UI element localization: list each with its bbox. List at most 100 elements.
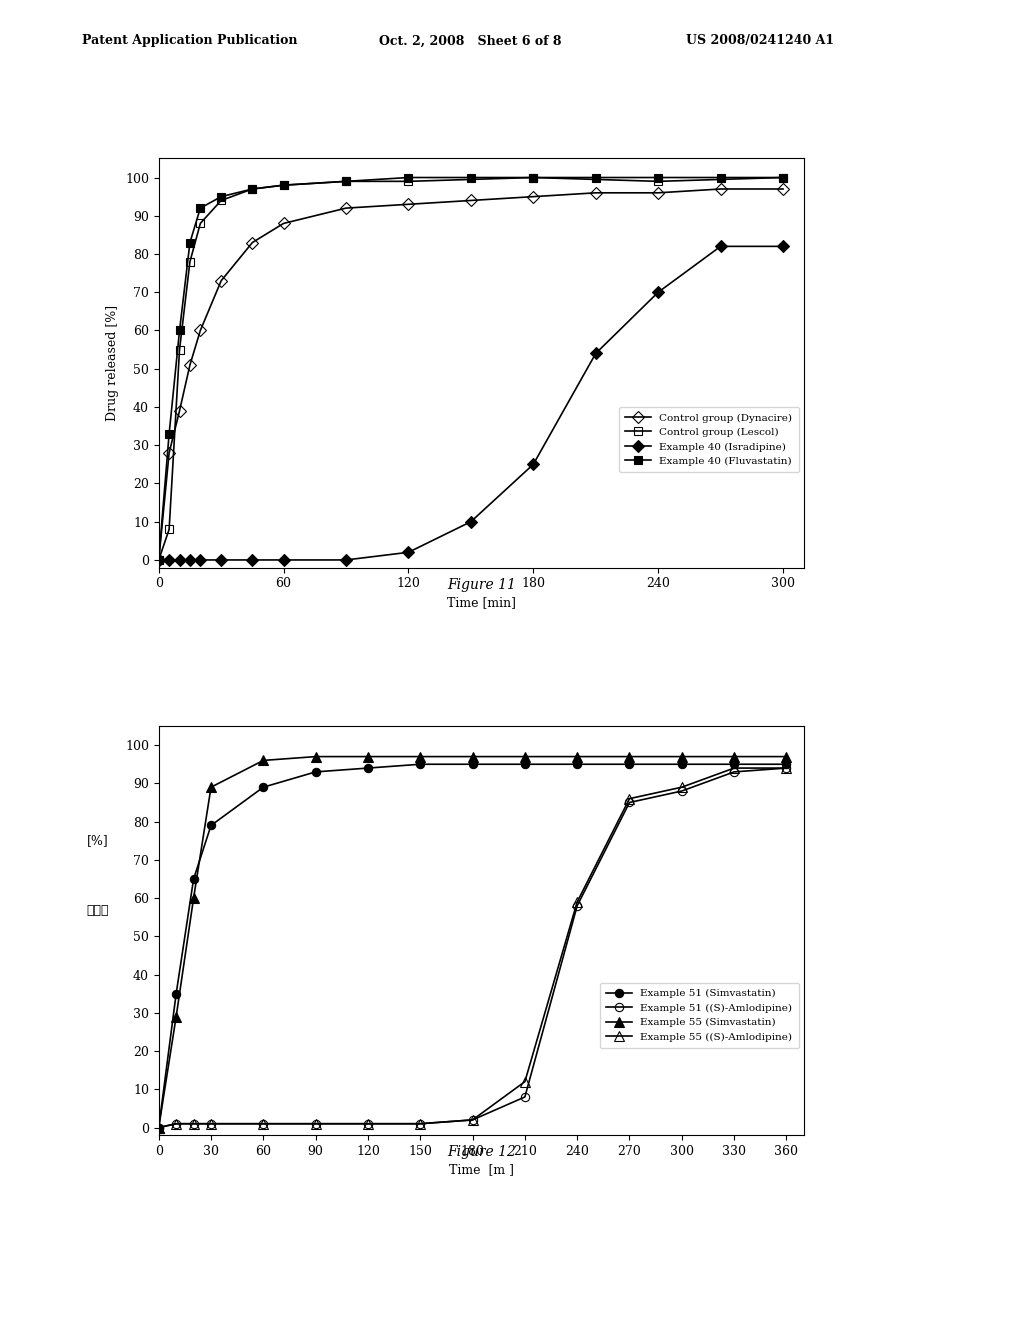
Line: Example 55 (Simvastatin): Example 55 (Simvastatin) <box>154 751 792 1133</box>
Example 51 ((S)-Amlodipine) <box>466 1111 478 1127</box>
Example 51 (Simvastatin) <box>571 756 584 772</box>
Example 55 ((S)-Amlodipine) <box>728 760 740 776</box>
Control group (Dynacire) <box>173 403 185 418</box>
Line: Example 40 (Isradipine): Example 40 (Isradipine) <box>155 242 787 564</box>
Example 51 ((S)-Amlodipine) <box>187 1115 200 1131</box>
Example 40 (Fluvastatin) <box>652 169 665 185</box>
Example 40 (Isradipine) <box>590 346 602 362</box>
Example 55 ((S)-Amlodipine) <box>624 791 636 807</box>
Example 55 (Simvastatin) <box>309 748 322 764</box>
Example 51 (Simvastatin) <box>309 764 322 780</box>
Example 51 ((S)-Amlodipine) <box>624 795 636 810</box>
Text: Oct. 2, 2008   Sheet 6 of 8: Oct. 2, 2008 Sheet 6 of 8 <box>379 34 561 48</box>
Control group (Lescol) <box>402 173 415 189</box>
Control group (Dynacire) <box>163 445 175 461</box>
Example 40 (Fluvastatin) <box>340 173 352 189</box>
Control group (Dynacire) <box>527 189 540 205</box>
Example 55 (Simvastatin) <box>466 748 478 764</box>
Example 51 (Simvastatin) <box>466 756 478 772</box>
Example 51 (Simvastatin) <box>153 1119 165 1135</box>
Example 40 (Fluvastatin) <box>527 169 540 185</box>
Example 55 ((S)-Amlodipine) <box>519 1073 531 1089</box>
Example 55 (Simvastatin) <box>519 748 531 764</box>
Example 40 (Fluvastatin) <box>215 189 227 205</box>
Line: Example 51 (Simvastatin): Example 51 (Simvastatin) <box>155 760 791 1131</box>
Example 51 ((S)-Amlodipine) <box>170 1115 182 1131</box>
Example 40 (Fluvastatin) <box>163 426 175 442</box>
Example 40 (Fluvastatin) <box>153 552 165 568</box>
Example 40 (Isradipine) <box>402 544 415 560</box>
Legend: Example 51 (Simvastatin), Example 51 ((S)-Amlodipine), Example 55 (Simvastatin),: Example 51 (Simvastatin), Example 51 ((S… <box>600 983 799 1048</box>
Control group (Dynacire) <box>278 215 290 231</box>
Line: Example 55 ((S)-Amlodipine): Example 55 ((S)-Amlodipine) <box>154 763 792 1133</box>
Control group (Lescol) <box>173 342 185 358</box>
Example 40 (Fluvastatin) <box>246 181 258 197</box>
Example 40 (Fluvastatin) <box>465 169 477 185</box>
Control group (Dynacire) <box>215 273 227 289</box>
Example 55 ((S)-Amlodipine) <box>361 1115 374 1131</box>
Example 51 ((S)-Amlodipine) <box>571 898 584 913</box>
Control group (Lescol) <box>340 173 352 189</box>
Example 40 (Isradipine) <box>527 457 540 473</box>
Example 51 (Simvastatin) <box>728 756 740 772</box>
Text: US 2008/0241240 A1: US 2008/0241240 A1 <box>686 34 835 48</box>
Example 51 ((S)-Amlodipine) <box>519 1089 531 1105</box>
Control group (Lescol) <box>652 173 665 189</box>
Example 51 ((S)-Amlodipine) <box>361 1115 374 1131</box>
Text: Figure 12: Figure 12 <box>446 1146 516 1159</box>
Example 51 (Simvastatin) <box>205 817 217 833</box>
Example 55 ((S)-Amlodipine) <box>187 1115 200 1131</box>
Control group (Lescol) <box>527 169 540 185</box>
Example 55 (Simvastatin) <box>676 748 688 764</box>
Example 51 (Simvastatin) <box>676 756 688 772</box>
Example 51 ((S)-Amlodipine) <box>205 1115 217 1131</box>
Example 51 (Simvastatin) <box>170 986 182 1002</box>
Example 51 (Simvastatin) <box>519 756 531 772</box>
Example 51 (Simvastatin) <box>361 760 374 776</box>
Example 51 ((S)-Amlodipine) <box>257 1115 269 1131</box>
Control group (Dynacire) <box>715 181 727 197</box>
Example 40 (Isradipine) <box>340 552 352 568</box>
Example 40 (Isradipine) <box>465 513 477 529</box>
Text: Patent Application Publication: Patent Application Publication <box>82 34 297 48</box>
Example 51 ((S)-Amlodipine) <box>309 1115 322 1131</box>
Example 40 (Fluvastatin) <box>715 169 727 185</box>
Example 51 ((S)-Amlodipine) <box>780 760 793 776</box>
Example 40 (Fluvastatin) <box>402 169 415 185</box>
Example 55 (Simvastatin) <box>257 752 269 768</box>
Example 55 (Simvastatin) <box>205 779 217 795</box>
Example 55 (Simvastatin) <box>170 1008 182 1024</box>
Control group (Dynacire) <box>183 356 196 372</box>
Example 55 ((S)-Amlodipine) <box>414 1115 426 1131</box>
Example 40 (Isradipine) <box>777 239 790 255</box>
Control group (Dynacire) <box>246 235 258 251</box>
Example 40 (Isradipine) <box>195 552 207 568</box>
Control group (Lescol) <box>777 169 790 185</box>
Example 55 ((S)-Amlodipine) <box>309 1115 322 1131</box>
Example 55 (Simvastatin) <box>187 890 200 906</box>
Line: Example 40 (Fluvastatin): Example 40 (Fluvastatin) <box>155 173 787 564</box>
Control group (Dynacire) <box>402 197 415 213</box>
Y-axis label: Drug released [%]: Drug released [%] <box>106 305 120 421</box>
Example 40 (Fluvastatin) <box>777 169 790 185</box>
Control group (Lescol) <box>183 253 196 269</box>
Example 40 (Isradipine) <box>183 552 196 568</box>
Control group (Dynacire) <box>340 201 352 216</box>
X-axis label: Time  [m ]: Time [m ] <box>449 1163 514 1176</box>
Control group (Dynacire) <box>153 552 165 568</box>
Line: Control group (Dynacire): Control group (Dynacire) <box>155 185 787 564</box>
Example 51 ((S)-Amlodipine) <box>676 783 688 799</box>
Example 40 (Isradipine) <box>173 552 185 568</box>
Example 40 (Isradipine) <box>163 552 175 568</box>
Example 55 (Simvastatin) <box>153 1119 165 1135</box>
Line: Example 51 ((S)-Amlodipine): Example 51 ((S)-Amlodipine) <box>155 764 791 1131</box>
Control group (Lescol) <box>246 181 258 197</box>
Example 55 ((S)-Amlodipine) <box>205 1115 217 1131</box>
Control group (Lescol) <box>195 215 207 231</box>
Legend: Control group (Dynacire), Control group (Lescol), Example 40 (Isradipine), Examp: Control group (Dynacire), Control group … <box>618 407 799 473</box>
Example 55 ((S)-Amlodipine) <box>780 760 793 776</box>
Line: Control group (Lescol): Control group (Lescol) <box>155 173 787 564</box>
Example 40 (Fluvastatin) <box>195 201 207 216</box>
Control group (Lescol) <box>153 552 165 568</box>
Example 51 (Simvastatin) <box>414 756 426 772</box>
